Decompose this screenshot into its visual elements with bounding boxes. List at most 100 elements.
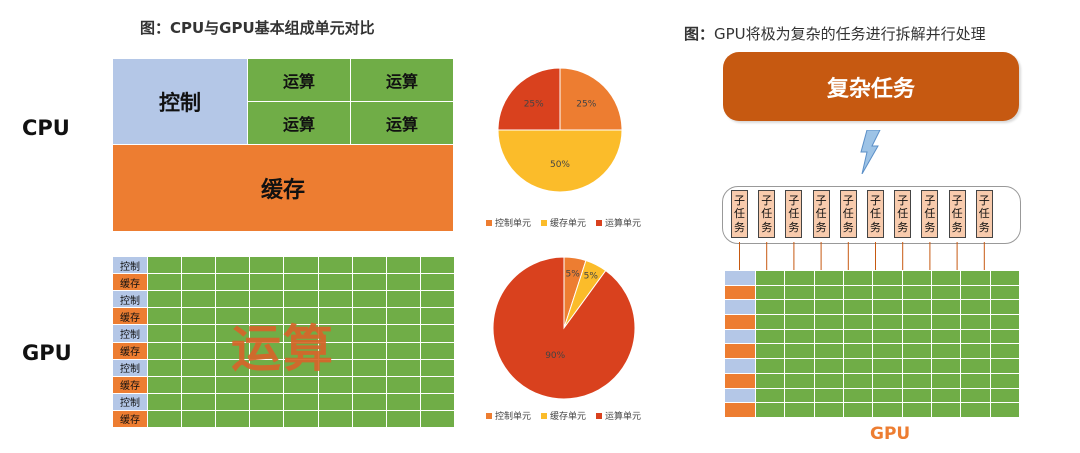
gpu-alu-cell	[844, 359, 873, 373]
gpu-alu-cell	[902, 271, 931, 285]
gpu-alu-cell	[844, 329, 873, 344]
gpu-alu-cell	[814, 359, 843, 373]
gpu-alu-cell	[844, 403, 873, 417]
subtask-char: 务	[951, 220, 963, 234]
pie-slice	[492, 256, 636, 400]
gpu-alu-cell	[420, 393, 454, 410]
gpu-alu-cell	[216, 274, 250, 291]
gpu-alu-cell	[318, 376, 352, 393]
gpu-alu-cell	[932, 285, 961, 300]
gpu-alu-cell	[250, 376, 284, 393]
gpu-alu-cell	[420, 342, 454, 359]
gpu-alu-cell	[182, 393, 216, 410]
gpu-alu-cell	[756, 271, 785, 285]
gpu-alu-cell	[990, 359, 1019, 373]
subtask-char: 子	[924, 194, 936, 208]
gpu-alu-cell	[318, 257, 352, 274]
gpu-alu-cell	[932, 300, 961, 315]
gpu-alu-cell	[148, 342, 182, 359]
gpu-alu-cell	[216, 410, 250, 427]
gpu-alu-cell	[250, 342, 284, 359]
gpu-alu-cell	[873, 388, 902, 403]
subtask-char: 务	[978, 220, 990, 234]
subtask-char: 务	[788, 220, 800, 234]
complex-task-box: 复杂任务	[723, 52, 1019, 121]
pie-slice-label: 5%	[584, 271, 599, 281]
gpu-alu-cell	[420, 359, 454, 376]
gpu-alu-cell	[932, 373, 961, 388]
gpu-alu-cell	[902, 315, 931, 329]
gpu-alu-cell	[182, 410, 216, 427]
cpu-alu-grid: 运算 运算 运算 运算	[248, 59, 453, 144]
gpu-alu-cell	[873, 373, 902, 388]
gpu-alu-cell	[386, 376, 420, 393]
gpu-alu-cell	[250, 393, 284, 410]
gpu-parallel-grid	[724, 270, 1020, 418]
gpu-alu-cell	[284, 291, 318, 308]
gpu-alu-cell	[990, 388, 1019, 403]
gpu-alu-cell	[284, 359, 318, 376]
gpu-alu-cell	[844, 315, 873, 329]
gpu-cache-cell	[725, 344, 755, 359]
gpu-alu-cell	[250, 359, 284, 376]
gpu-alu-cell	[182, 376, 216, 393]
gpu-alu-cell	[814, 271, 843, 285]
gpu-alu-cell	[932, 403, 961, 417]
gpu-alu-cell	[182, 325, 216, 342]
gpu-alu-cell	[756, 403, 785, 417]
cpu-row-label: CPU	[22, 116, 70, 140]
legend-swatch	[596, 219, 603, 226]
gpu-alu-cell	[873, 315, 902, 329]
gpu-alu-cell	[352, 410, 386, 427]
gpu-alu-cell	[756, 388, 785, 403]
cpu-diagram: 控制 运算 运算 运算 运算 缓存	[113, 59, 453, 231]
gpu-alu-cell	[352, 325, 386, 342]
gpu-alu-cell	[902, 388, 931, 403]
gpu-alu-cell	[932, 329, 961, 344]
gpu-alu-cell	[873, 403, 902, 417]
cpu-pie-chart: 25% 50% 25%	[497, 67, 623, 193]
gpu-alu-cell	[284, 410, 318, 427]
pie-slice-label: 50%	[550, 160, 570, 170]
gpu-alu-cell	[182, 342, 216, 359]
cpu-pie-legend: 控制单元 缓存单元 运算单元	[486, 216, 641, 229]
subtask-char: 任	[951, 207, 963, 221]
gpu-alu-cell	[216, 376, 250, 393]
gpu-alu-cell	[216, 257, 250, 274]
gpu-row-unit-label: 缓存	[113, 342, 147, 359]
gpu-alu-cell	[420, 325, 454, 342]
gpu-alu-cell	[148, 257, 182, 274]
subtask-box: 子任务	[867, 190, 884, 238]
gpu-alu-cell	[814, 315, 843, 329]
gpu-alu-cell	[216, 342, 250, 359]
gpu-alu-cell	[785, 373, 814, 388]
subtask-box: 子任务	[975, 190, 993, 238]
legend-swatch	[486, 219, 492, 226]
legend-item: 缓存单元	[541, 409, 586, 422]
cpu-alu-cell: 运算	[351, 102, 453, 144]
gpu-alu-cell	[844, 285, 873, 300]
subtask-char: 任	[815, 207, 827, 221]
subtask-char: 子	[788, 194, 800, 208]
gpu-alu-cell	[990, 285, 1019, 300]
subtask-char: 务	[761, 220, 773, 234]
gpu-alu-cell	[785, 315, 814, 329]
gpu-alu-cell	[216, 359, 250, 376]
gpu-alu-cell	[902, 344, 931, 359]
gpu-alu-cell	[284, 325, 318, 342]
gpu-alu-cell	[961, 300, 990, 315]
gpu-cache-cell	[725, 285, 755, 300]
gpu-alu-cell	[785, 285, 814, 300]
subtask-char: 任	[842, 207, 854, 221]
legend-item: 控制单元	[486, 409, 531, 422]
subtask-char: 任	[788, 207, 800, 221]
cpu-alu-cell: 运算	[248, 102, 350, 144]
subtask-char: 子	[951, 194, 963, 208]
pie-slice-label: 25%	[576, 100, 596, 110]
pie-slice	[497, 129, 623, 193]
gpu-alu-cell	[420, 291, 454, 308]
gpu-alu-cell	[932, 271, 961, 285]
gpu-alu-cell	[250, 257, 284, 274]
gpu-control-cell	[725, 271, 755, 285]
gpu-alu-cell	[250, 410, 284, 427]
